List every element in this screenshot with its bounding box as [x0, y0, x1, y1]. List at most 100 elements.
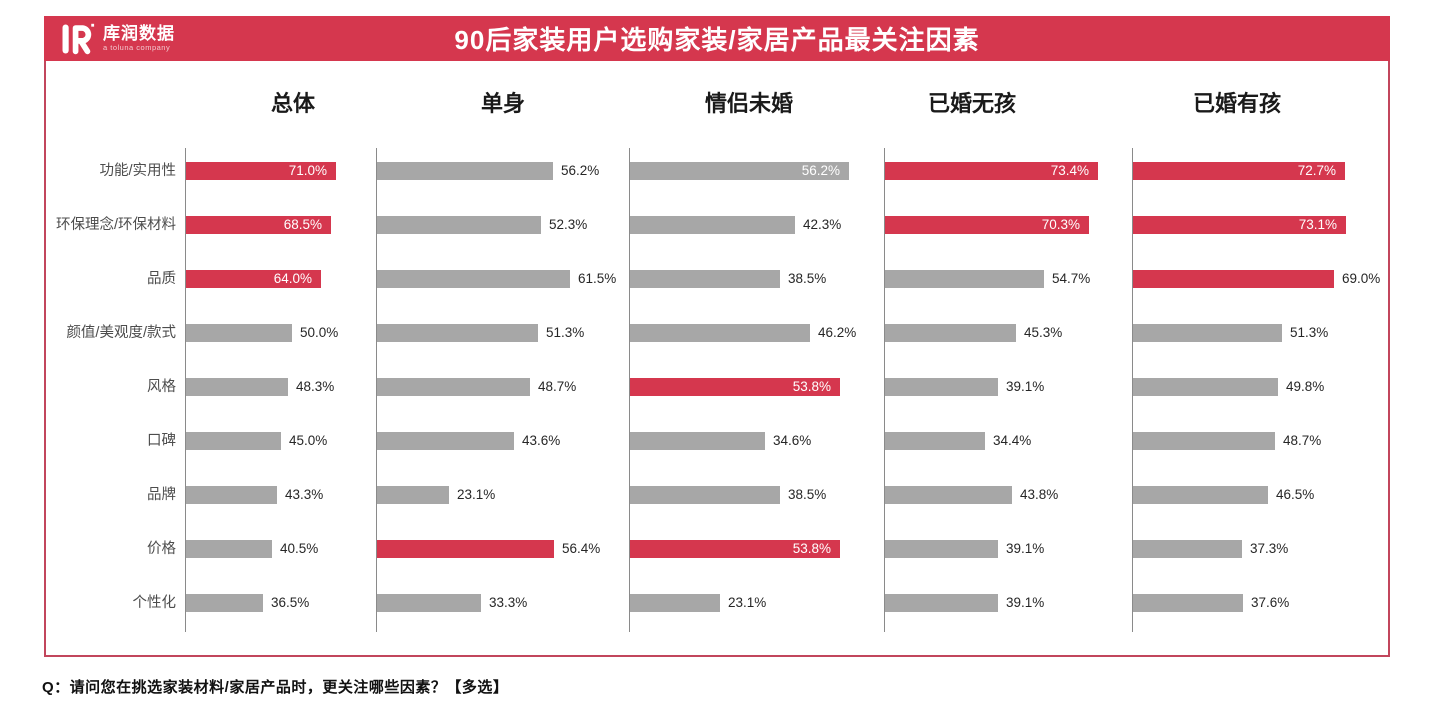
value-label: 52.3% — [549, 217, 588, 232]
bar-highlighted — [377, 540, 554, 558]
value-label: 43.3% — [285, 487, 324, 502]
bar — [377, 270, 570, 288]
value-label: 45.3% — [1024, 325, 1063, 340]
bar — [1133, 486, 1268, 504]
chart-title: 90后家装用户选购家装/家居产品最关注因素 — [454, 25, 980, 55]
value-label: 39.1% — [1006, 379, 1045, 394]
bar — [885, 594, 998, 612]
value-label: 46.5% — [1276, 487, 1315, 502]
bar — [885, 432, 985, 450]
value-label: 70.3% — [1041, 217, 1080, 232]
category-label: 功能/实用性 — [99, 163, 176, 179]
value-label: 39.1% — [1006, 595, 1045, 610]
value-label: 69.0% — [1342, 271, 1381, 286]
value-label: 53.8% — [792, 541, 831, 556]
value-label: 68.5% — [283, 217, 322, 232]
group-header: 单身 — [480, 91, 526, 116]
axis-line — [185, 148, 186, 632]
bar — [885, 270, 1044, 288]
bar — [377, 324, 538, 342]
group-header: 总体 — [270, 91, 316, 116]
value-label: 72.7% — [1297, 163, 1336, 178]
value-label: 43.8% — [1020, 487, 1059, 502]
value-label: 37.6% — [1251, 595, 1290, 610]
bar — [885, 540, 998, 558]
bar — [1133, 594, 1243, 612]
bar — [377, 378, 530, 396]
category-label: 口碑 — [147, 433, 176, 449]
value-label: 38.5% — [788, 271, 827, 286]
bar — [377, 594, 481, 612]
category-label: 颜值/美观度/款式 — [66, 325, 176, 341]
axis-line — [376, 148, 377, 632]
header-band: 库润数据 a toluna company 90后家装用户选购家装/家居产品最关… — [44, 16, 1390, 61]
value-label: 43.6% — [522, 433, 561, 448]
value-label: 56.4% — [562, 541, 601, 556]
group-header: 情侣未婚 — [704, 91, 794, 116]
bar-highlighted — [1133, 162, 1345, 180]
group-header: 已婚无孩 — [927, 91, 1017, 116]
bar — [630, 324, 810, 342]
value-label: 40.5% — [280, 541, 319, 556]
value-label: 34.6% — [773, 433, 812, 448]
brand-text-block: 库润数据 a toluna company — [103, 25, 175, 52]
bar — [377, 486, 449, 504]
bar — [885, 486, 1012, 504]
brand-logo: 库润数据 a toluna company — [58, 16, 175, 61]
value-label: 73.1% — [1298, 217, 1337, 232]
category-label: 环保理念/环保材料 — [55, 217, 176, 233]
value-label: 71.0% — [288, 163, 327, 178]
value-label: 73.4% — [1050, 163, 1089, 178]
value-label: 48.7% — [1283, 433, 1322, 448]
value-label: 39.1% — [1006, 541, 1045, 556]
bar — [885, 324, 1016, 342]
bar-highlighted — [630, 540, 840, 558]
group-header: 已婚有孩 — [1192, 91, 1282, 116]
value-label: 36.5% — [271, 595, 310, 610]
value-label: 42.3% — [803, 217, 842, 232]
bar-highlighted — [186, 270, 321, 288]
bar-highlighted — [885, 162, 1098, 180]
bar — [885, 378, 998, 396]
value-label: 34.4% — [993, 433, 1032, 448]
brand-name: 库润数据 — [103, 24, 175, 44]
question-footnote: Q：请问您在挑选家装材料/家居产品时，更关注哪些因素？【多选】 — [42, 679, 509, 696]
bar — [630, 216, 795, 234]
value-label: 56.2% — [801, 163, 840, 178]
bar-highlighted — [186, 216, 331, 234]
value-label: 23.1% — [728, 595, 767, 610]
bar — [1133, 432, 1275, 450]
bar — [630, 432, 765, 450]
bar-highlighted — [885, 216, 1089, 234]
category-label: 品质 — [147, 271, 176, 287]
value-label: 49.8% — [1286, 379, 1325, 394]
value-label: 48.7% — [538, 379, 577, 394]
value-label: 46.2% — [818, 325, 857, 340]
axis-line — [1132, 148, 1133, 632]
value-label: 23.1% — [457, 487, 496, 502]
bar — [186, 324, 292, 342]
brand-logo-icon — [62, 23, 95, 54]
value-label: 54.7% — [1052, 271, 1091, 286]
bar — [630, 594, 720, 612]
bar — [630, 486, 780, 504]
value-label: 56.2% — [561, 163, 600, 178]
bar — [186, 594, 263, 612]
bar — [377, 432, 514, 450]
value-label: 37.3% — [1250, 541, 1289, 556]
value-label: 45.0% — [289, 433, 328, 448]
bar — [630, 270, 780, 288]
bar-highlighted — [1133, 270, 1334, 288]
bar — [377, 162, 553, 180]
bar — [186, 540, 272, 558]
bar — [377, 216, 541, 234]
bar — [186, 378, 288, 396]
bar — [630, 162, 849, 180]
value-label: 61.5% — [578, 271, 617, 286]
value-label: 33.3% — [489, 595, 528, 610]
value-label: 51.3% — [1290, 325, 1329, 340]
bar — [186, 432, 281, 450]
axis-line — [629, 148, 630, 632]
category-label: 个性化 — [132, 595, 177, 611]
